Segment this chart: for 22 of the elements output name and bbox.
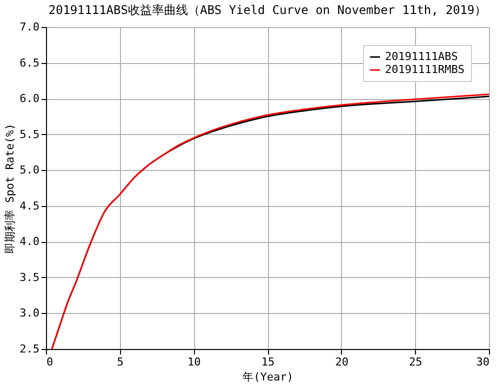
x-tick-label: 20: [335, 356, 348, 368]
legend-label: 20191111ABS: [385, 50, 458, 63]
y-tick-label: 4.0: [20, 235, 40, 248]
y-tick-label: 3.0: [20, 306, 40, 320]
y-tick-label: 3.5: [20, 270, 40, 284]
y-tick-label: 7.0: [20, 20, 40, 34]
x-tick-label: 15: [261, 356, 275, 368]
y-tick-label: 6.5: [20, 56, 40, 70]
y-tick-label: 4.5: [20, 199, 40, 212]
x-tick-label: 25: [409, 356, 422, 368]
x-tick-label: 10: [188, 356, 201, 368]
legend-label: 20191111RMBS: [385, 63, 464, 76]
x-tick-label: 30: [476, 356, 490, 368]
y-tick-label: 5.0: [20, 164, 40, 177]
x-tick-label: 5: [117, 356, 124, 368]
chart-title: 20191111ABS收益率曲线（ABS Yield Curve on November 11th, 2019）: [48, 3, 487, 17]
y-tick-label: 5.5: [20, 128, 40, 141]
y-tick-label: 6.0: [20, 92, 40, 106]
y-axis-title: 即期利率 Spot Rate(%): [4, 123, 17, 254]
x-axis-title: 年(Year): [242, 370, 294, 384]
y-tick-label: 2.5: [20, 342, 40, 356]
x-tick-label: 0: [46, 356, 54, 368]
